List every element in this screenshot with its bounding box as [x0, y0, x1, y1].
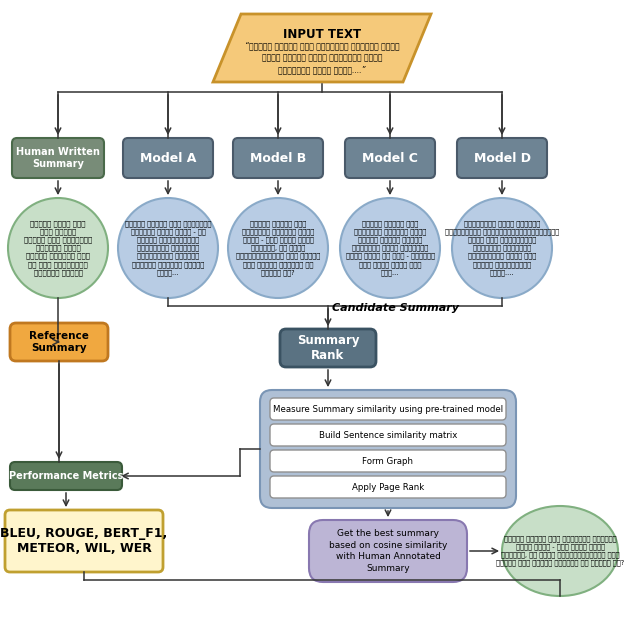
Text: Model C: Model C [362, 151, 418, 165]
Ellipse shape [228, 198, 328, 298]
Text: Reference
Summary: Reference Summary [29, 331, 89, 353]
Text: ঢাকাই মসলিন ছিল
পৃথিবীর সবচেয়ে দামী
কাপড়। ঢাকায় এখুনো
জামদানি নামে মসলিনের
শাড়ি : ঢাকাই মসলিন ছিল পৃথিবীর সবচেয়ে দামী কাপড়… [346, 221, 435, 276]
Text: INPUT TEXT: INPUT TEXT [283, 28, 361, 42]
Text: ঢাকাই মসলিন ছিল পৃথিবীর
সবচেয়ে দামী কাপড় - যা
আজকের বাংলাদেশের
রাজধানী। তৎকালীন
: ঢাকাই মসলিন ছিল পৃথিবীর সবচেয়ে দামী কাপড়… [125, 221, 211, 276]
FancyBboxPatch shape [280, 329, 376, 367]
Text: BLEU, ROUGE, BERT_F1,
METEOR, WIL, WER: BLEU, ROUGE, BERT_F1, METEOR, WIL, WER [1, 527, 168, 555]
FancyBboxPatch shape [233, 138, 323, 178]
Text: Get the best summary
based on cosine similarity
with Human Annotated
Summary: Get the best summary based on cosine sim… [329, 529, 447, 573]
Text: Apply Page Rank: Apply Page Rank [352, 483, 424, 492]
Text: প্রায় দুশো বছর
আগে ঢাকাই
মসলিন ছিল পৃথিবীর
সবচেয়ে দামী
কাপড়। কিন্তু তার
পর এটা প: প্রায় দুশো বছর আগে ঢাকাই মসলিন ছিল পৃথিব… [24, 221, 92, 276]
FancyBboxPatch shape [260, 390, 516, 508]
FancyBboxPatch shape [270, 424, 506, 446]
Polygon shape [213, 14, 431, 82]
FancyBboxPatch shape [12, 138, 104, 178]
Text: বরিশালের গাড়ি আশ্রমে
হর্ষবর্ধন স্পীডব্রেকিংমিটারের
সূচন করে ঘাতকবাড়ার
উদ্ভাবন আম: বরিশালের গাড়ি আশ্রমে হর্ষবর্ধন স্পীডব্রে… [445, 221, 559, 276]
FancyBboxPatch shape [457, 138, 547, 178]
Text: Model B: Model B [250, 151, 306, 165]
FancyBboxPatch shape [270, 398, 506, 420]
Ellipse shape [8, 198, 108, 298]
Text: “ঢাকাই মসলিন ছিল পৃথিবীর সবচেয়ে দামী
কাপড় ঢাকায় এখনো জামদানি নামে
মসলিনের শাড়ি ত: “ঢাকাই মসলিন ছিল পৃথিবীর সবচেয়ে দামী কাপ… [244, 42, 399, 74]
Ellipse shape [502, 506, 618, 596]
Text: Form Graph: Form Graph [362, 456, 413, 465]
FancyBboxPatch shape [5, 510, 163, 572]
Text: ঢাকাই মসলিন ছিল
পৃথিবীর সবচেয়ে দামী
কাপড় - এমন একটি নতুন
ফ্যাশন, যা আবার
পুনরুজ্: ঢাকাই মসলিন ছিল পৃথিবীর সবচেয়ে দামী কাপড়… [236, 221, 320, 276]
Ellipse shape [340, 198, 440, 298]
Text: Measure Summary similarity using pre-trained model: Measure Summary similarity using pre-tra… [273, 404, 503, 413]
Text: Performance Metrics: Performance Metrics [9, 471, 123, 481]
FancyBboxPatch shape [10, 462, 122, 490]
Text: Summary
Rank: Summary Rank [297, 334, 359, 362]
FancyBboxPatch shape [123, 138, 213, 178]
Text: Build Sentence similarity matrix: Build Sentence similarity matrix [319, 431, 457, 440]
FancyBboxPatch shape [10, 323, 108, 361]
FancyBboxPatch shape [309, 520, 467, 582]
Text: Model A: Model A [140, 151, 196, 165]
Text: Human Written
Summary: Human Written Summary [16, 147, 100, 169]
FancyBboxPatch shape [345, 138, 435, 178]
FancyBboxPatch shape [270, 450, 506, 472]
Text: Model D: Model D [474, 151, 531, 165]
Ellipse shape [452, 198, 552, 298]
Ellipse shape [118, 198, 218, 298]
Text: ঢাকাই মসলিন ছিল পৃথিবীর সবচেয়ে
দামী কাপড় - এমন একটি নতুন
ফ্যাশন, যা আবার পুনরুজ্: ঢাকাই মসলিন ছিল পৃথিবীর সবচেয়ে দামী কাপড়… [496, 535, 624, 567]
FancyBboxPatch shape [270, 476, 506, 498]
Text: Candidate Summary: Candidate Summary [332, 303, 458, 313]
